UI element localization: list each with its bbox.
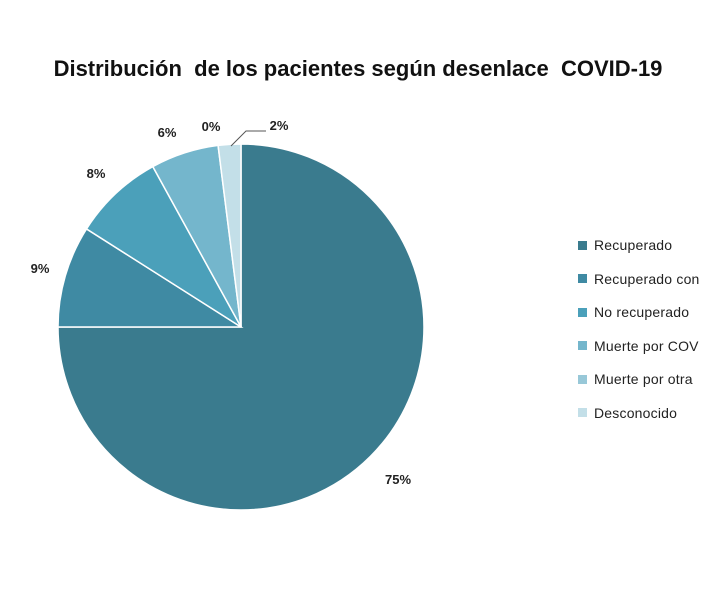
legend-swatch: [578, 240, 587, 250]
legend-label: Recuperado: [594, 237, 673, 253]
legend: Recuperado Recuperado con No recuperado Mue…: [578, 234, 716, 436]
legend-label: Desconocido: [594, 404, 678, 421]
legend-item: No recuperado: [578, 301, 716, 323]
legend-swatch: [578, 408, 587, 418]
pie-slice-1: [57, 227, 244, 328]
data-label-0: 75%: [385, 472, 411, 487]
legend-item: Muerte por COV: [578, 335, 716, 357]
leader-lines: [230, 130, 266, 147]
pie-slice-5: [217, 143, 242, 328]
pie-slice-2: [85, 165, 242, 328]
legend-label: No recuperado: [594, 304, 690, 321]
pie-slice-0: [57, 143, 425, 511]
data-label-2: 8%: [87, 166, 106, 181]
leader-line-5: [230, 130, 266, 147]
data-label-4: 0%: [202, 119, 221, 134]
legend-label: Muerte por COV: [594, 337, 699, 354]
data-label-1: 9%: [31, 261, 50, 276]
legend-swatch: [578, 274, 587, 284]
legend-item: Recuperado: [578, 234, 716, 256]
pie-slices: [57, 143, 425, 511]
data-label-3: 6%: [158, 125, 177, 140]
legend-item: Recuperado con: [578, 268, 716, 290]
legend-item: Desconocido: [578, 402, 716, 424]
slice-labels: 75% 9% 8% 6% 0% 2%: [31, 118, 412, 487]
legend-label: Recuperado con: [594, 270, 700, 287]
legend-label: Muerte por otra: [594, 371, 693, 388]
data-label-5: 2%: [270, 118, 289, 133]
legend-swatch: [578, 307, 587, 317]
legend-swatch: [578, 341, 587, 351]
legend-swatch: [578, 374, 587, 384]
legend-item: Muerte por otra: [578, 368, 716, 390]
chart-title: Distribución de los pacientes según dese…: [53, 56, 663, 81]
